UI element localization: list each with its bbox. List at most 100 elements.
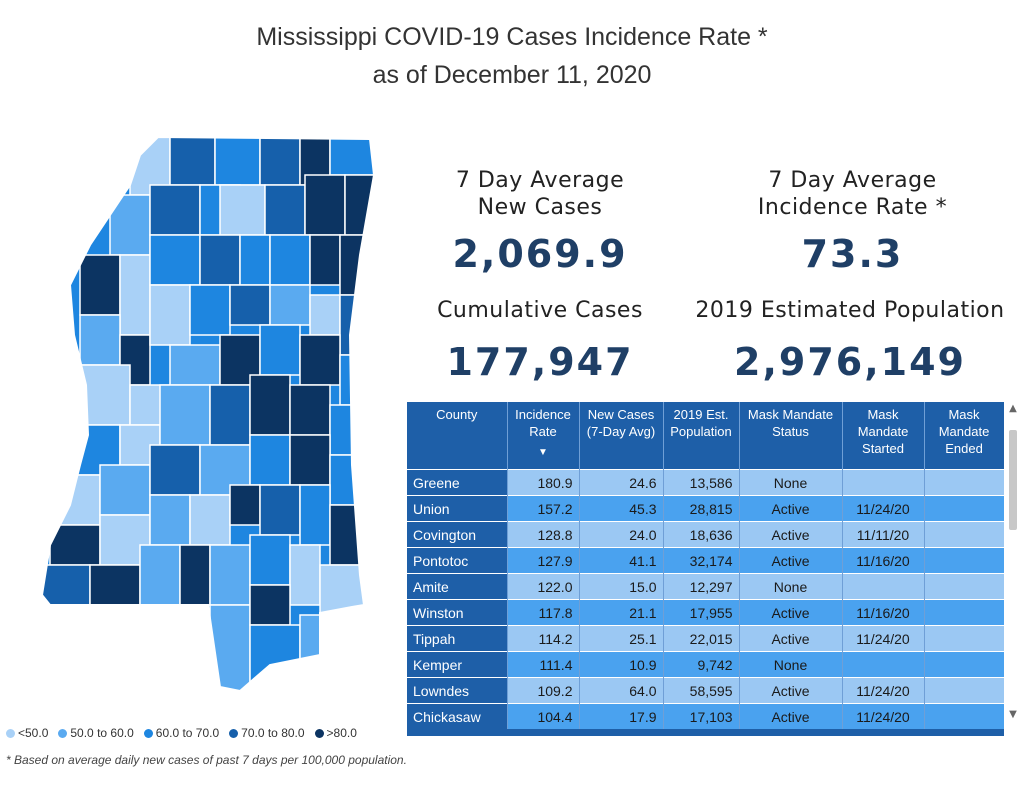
legend-label: 70.0 to 80.0 <box>241 726 305 740</box>
cell-incidence-rate: 180.9 <box>507 469 580 496</box>
header-new-cases[interactable]: New Cases (7-Day Avg) <box>579 402 664 470</box>
scroll-up-icon[interactable]: ▲ <box>1009 403 1017 414</box>
avg-incidence-label: 7 Day Average Incidence Rate * <box>710 167 995 221</box>
header-incidence-rate-label: Incidence Rate <box>515 407 571 439</box>
cell-mask-status: Active <box>739 625 843 652</box>
cell-mask-ended <box>924 521 1004 548</box>
cell-mask-ended <box>924 651 1004 678</box>
cell-mask-ended <box>924 469 1004 496</box>
cell-new-cases: 45.3 <box>579 495 664 522</box>
cell-mask-status: Active <box>739 547 843 574</box>
cumulative-cases-label: Cumulative Cases <box>437 298 643 323</box>
avg-new-cases-label: 7 Day Average New Cases <box>420 167 660 221</box>
scroll-thumb[interactable] <box>1009 430 1017 530</box>
header-mask-status[interactable]: Mask Mandate Status <box>739 402 843 470</box>
cell-new-cases: 21.1 <box>579 599 664 626</box>
cell-county: Pontotoc <box>407 547 508 574</box>
table-row[interactable]: Covington 128.8 24.0 18,636 Active 11/11… <box>407 521 1004 548</box>
legend-label: <50.0 <box>18 726 49 740</box>
title-line-2: as of December 11, 2020 <box>372 61 652 89</box>
table-header-row: County Incidence Rate ▼ New Cases (7-Day… <box>407 402 1004 470</box>
cell-population: 9,742 <box>663 651 740 678</box>
table-row[interactable]: Winston 117.8 21.1 17,955 Active 11/16/2… <box>407 599 1004 626</box>
table-row[interactable]: Kemper 111.4 10.9 9,742 None <box>407 651 1004 678</box>
scroll-down-icon[interactable]: ▼ <box>1009 709 1017 720</box>
table-row[interactable]: Lowndes 109.2 64.0 58,595 Active 11/24/2… <box>407 677 1004 704</box>
legend-dot-icon <box>6 728 15 738</box>
cell-county: Chickasaw <box>407 703 508 729</box>
page-title: Mississippi COVID-19 Cases Incidence Rat… <box>0 18 1024 94</box>
cell-mask-ended <box>924 495 1004 522</box>
cell-county: Lowndes <box>407 677 508 704</box>
cell-mask-ended <box>924 703 1004 729</box>
header-county[interactable]: County <box>407 402 508 470</box>
cell-incidence-rate: 128.8 <box>507 521 580 548</box>
table-row[interactable]: Union 157.2 45.3 28,815 Active 11/24/20 <box>407 495 1004 522</box>
cell-new-cases: 25.1 <box>579 625 664 652</box>
cell-county: Kemper <box>407 651 508 678</box>
cell-mask-started: 11/16/20 <box>842 547 925 574</box>
cell-new-cases: 41.1 <box>579 547 664 574</box>
title-line-1: Mississippi COVID-19 Cases Incidence Rat… <box>256 23 768 51</box>
cell-county: Winston <box>407 599 508 626</box>
legend-item: <50.0 <box>6 726 48 740</box>
cell-incidence-rate: 122.0 <box>507 573 580 600</box>
cell-mask-ended <box>924 573 1004 600</box>
legend-dot-icon <box>58 728 68 738</box>
cell-incidence-rate: 127.9 <box>507 547 580 574</box>
cell-new-cases: 17.9 <box>579 703 664 729</box>
cell-mask-started: 11/24/20 <box>842 495 925 522</box>
cumulative-cases-value: 177,947 <box>446 340 634 384</box>
avg-incidence-value: 73.3 <box>801 232 904 276</box>
legend-dot-icon <box>143 728 153 738</box>
legend-item: 50.0 to 60.0 <box>58 726 134 740</box>
header-new-cases-label: New Cases (7-Day Avg) <box>586 407 656 439</box>
cell-incidence-rate: 157.2 <box>507 495 580 522</box>
cell-mask-status: Active <box>739 677 843 704</box>
header-incidence-rate[interactable]: Incidence Rate ▼ <box>507 402 580 470</box>
cell-population: 32,174 <box>663 547 740 574</box>
cell-mask-started: 11/24/20 <box>842 703 925 729</box>
cell-mask-started <box>842 469 925 496</box>
cell-new-cases: 24.6 <box>579 469 664 496</box>
population-value: 2,976,149 <box>734 340 966 384</box>
cell-mask-status: Active <box>739 495 843 522</box>
cell-new-cases: 10.9 <box>579 651 664 678</box>
header-population[interactable]: 2019 Est. Population <box>663 402 740 470</box>
legend-label: 60.0 to 70.0 <box>155 726 220 740</box>
cell-mask-status: None <box>739 573 843 600</box>
cell-new-cases: 64.0 <box>579 677 664 704</box>
cell-county: Greene <box>407 469 508 496</box>
table-row[interactable]: Chickasaw 104.4 17.9 17,103 Active 11/24… <box>407 703 1004 729</box>
cell-mask-status: None <box>739 651 843 678</box>
footnote: * Based on average daily new cases of pa… <box>6 753 407 767</box>
state-outline <box>40 135 376 693</box>
cell-mask-started: 11/11/20 <box>842 521 925 548</box>
table-row[interactable]: Amite 122.0 15.0 12,297 None <box>407 573 1004 600</box>
cell-population: 17,103 <box>663 703 740 729</box>
header-mask-ended-label: Mask Mandate Ended <box>938 407 990 456</box>
legend-label: 50.0 to 60.0 <box>70 726 134 740</box>
cell-mask-started <box>842 573 925 600</box>
cell-mask-status: None <box>739 469 843 496</box>
cell-mask-started: 11/16/20 <box>842 599 925 626</box>
table-scrollbar[interactable]: ▲ ▼ <box>1006 402 1020 722</box>
cell-mask-status: Active <box>739 703 843 729</box>
cell-incidence-rate: 117.8 <box>507 599 580 626</box>
avg-incidence-label-line1: 7 Day Average <box>768 168 937 193</box>
sort-desc-icon[interactable]: ▼ <box>538 447 548 458</box>
cell-incidence-rate: 114.2 <box>507 625 580 652</box>
cell-mask-ended <box>924 599 1004 626</box>
cell-county: Union <box>407 495 508 522</box>
cell-mask-started: 11/24/20 <box>842 625 925 652</box>
legend-item: 70.0 to 80.0 <box>229 726 305 740</box>
header-mask-status-label: Mask Mandate Status <box>747 407 834 439</box>
header-mask-ended[interactable]: Mask Mandate Ended <box>924 402 1004 470</box>
cell-population: 17,955 <box>663 599 740 626</box>
cell-incidence-rate: 104.4 <box>507 703 580 729</box>
header-mask-started[interactable]: Mask Mandate Started <box>842 402 925 470</box>
map-legend: <50.0 50.0 to 60.0 60.0 to 70.0 70.0 to … <box>6 726 357 740</box>
table-row[interactable]: Tippah 114.2 25.1 22,015 Active 11/24/20 <box>407 625 1004 652</box>
table-row[interactable]: Pontotoc 127.9 41.1 32,174 Active 11/16/… <box>407 547 1004 574</box>
table-row[interactable]: Greene 180.9 24.6 13,586 None <box>407 469 1004 496</box>
